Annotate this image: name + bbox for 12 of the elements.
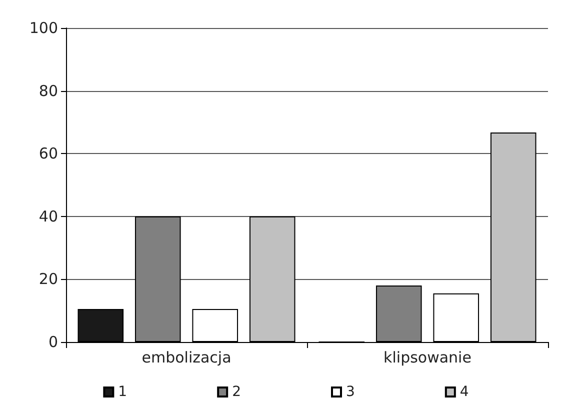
y-tick-label: 0 xyxy=(48,333,58,351)
y-tick-label: 60 xyxy=(38,144,58,163)
legend-label: 4 xyxy=(460,384,469,400)
y-tick-label: 40 xyxy=(38,207,58,226)
legend-label: 3 xyxy=(346,384,355,400)
y-tick-label: 20 xyxy=(38,270,58,288)
x-tick-label: klipsowanie xyxy=(384,348,472,366)
legend-label: 2 xyxy=(232,384,242,400)
x-tick-label: embolizacja xyxy=(142,348,232,366)
y-tick-label: 80 xyxy=(38,82,58,100)
legend-label: 1 xyxy=(118,384,128,400)
y-tick-label: 100 xyxy=(29,19,58,37)
